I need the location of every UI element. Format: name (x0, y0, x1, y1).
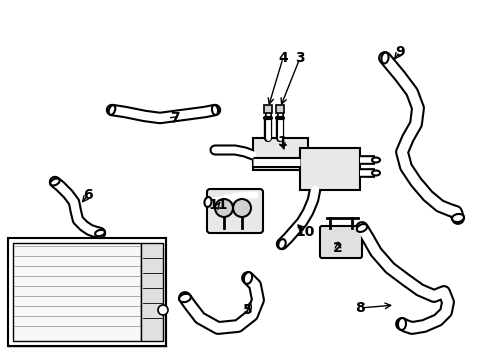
Ellipse shape (371, 171, 379, 176)
Bar (13, 243, 141, 341)
Text: 2: 2 (332, 241, 342, 255)
Ellipse shape (371, 158, 379, 162)
Bar (299, 148, 359, 190)
Text: 6: 6 (83, 188, 93, 202)
FancyBboxPatch shape (319, 226, 361, 258)
Circle shape (215, 199, 232, 217)
Bar (264, 105, 271, 113)
Text: 1: 1 (277, 135, 286, 149)
Bar (141, 243, 163, 341)
Ellipse shape (278, 239, 285, 249)
Circle shape (232, 199, 250, 217)
Bar (275, 105, 284, 113)
Ellipse shape (356, 224, 366, 232)
Ellipse shape (204, 197, 211, 207)
Ellipse shape (397, 318, 405, 330)
Ellipse shape (50, 179, 60, 185)
Bar (252, 138, 307, 170)
Text: 8: 8 (354, 301, 364, 315)
Ellipse shape (211, 105, 218, 115)
Text: 9: 9 (394, 45, 404, 59)
Ellipse shape (95, 230, 105, 236)
Text: 3: 3 (295, 51, 304, 65)
Bar (8, 238, 165, 346)
Text: 7: 7 (170, 111, 180, 125)
Text: 10: 10 (295, 225, 314, 239)
Ellipse shape (451, 214, 463, 222)
Text: 11: 11 (208, 198, 227, 212)
Ellipse shape (381, 53, 388, 63)
Ellipse shape (179, 294, 190, 302)
Text: 5: 5 (243, 303, 252, 317)
Ellipse shape (244, 272, 252, 284)
Circle shape (158, 305, 168, 315)
FancyBboxPatch shape (206, 189, 263, 233)
Ellipse shape (108, 105, 115, 115)
Text: 4: 4 (278, 51, 287, 65)
